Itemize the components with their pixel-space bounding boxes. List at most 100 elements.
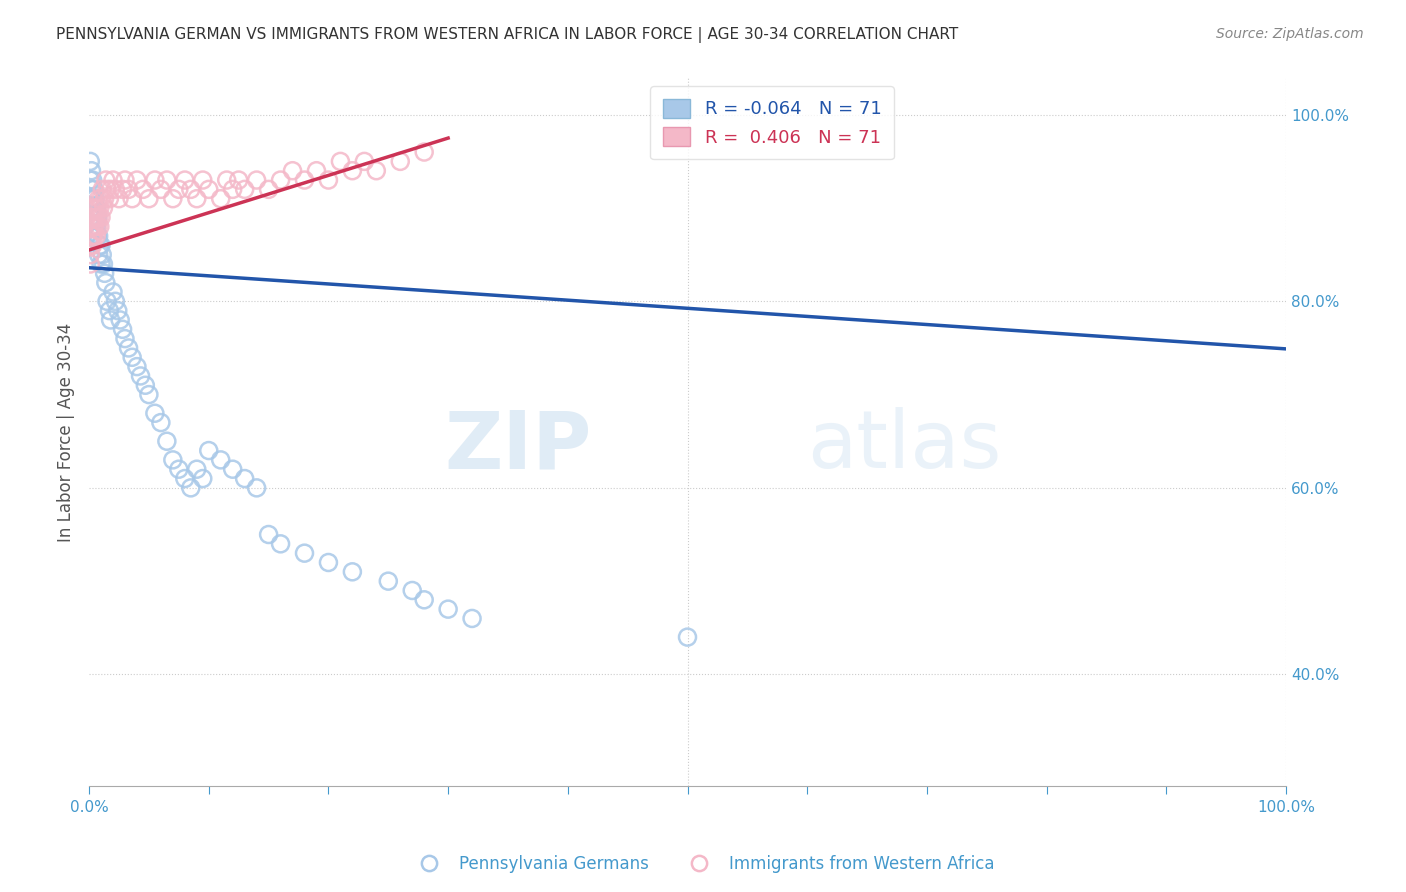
Point bbox=[80, 229, 103, 244]
Point bbox=[79, 238, 101, 252]
Point bbox=[156, 173, 179, 187]
Point bbox=[83, 229, 105, 244]
Point bbox=[125, 173, 148, 187]
Point bbox=[114, 173, 136, 187]
Point bbox=[437, 602, 460, 616]
Point bbox=[121, 351, 143, 365]
Text: Source: ZipAtlas.com: Source: ZipAtlas.com bbox=[1216, 27, 1364, 41]
Point bbox=[121, 192, 143, 206]
Point bbox=[86, 211, 108, 225]
Point bbox=[100, 313, 122, 327]
Point bbox=[377, 574, 399, 589]
Point bbox=[167, 182, 190, 196]
Point bbox=[167, 462, 190, 476]
Point bbox=[84, 192, 107, 206]
Point bbox=[246, 481, 269, 495]
Point bbox=[173, 173, 195, 187]
Point bbox=[138, 192, 160, 206]
Legend: R = -0.064   N = 71, R =  0.406   N = 71: R = -0.064 N = 71, R = 0.406 N = 71 bbox=[651, 87, 894, 160]
Point bbox=[80, 238, 103, 252]
Point bbox=[389, 154, 412, 169]
Point bbox=[138, 387, 160, 401]
Point bbox=[82, 173, 104, 187]
Point bbox=[222, 462, 245, 476]
Point bbox=[79, 211, 101, 225]
Point bbox=[100, 182, 122, 196]
Point bbox=[94, 276, 117, 290]
Point bbox=[257, 182, 280, 196]
Point bbox=[191, 173, 214, 187]
Point bbox=[80, 182, 103, 196]
Point bbox=[91, 248, 114, 262]
Point bbox=[82, 238, 104, 252]
Point bbox=[329, 154, 352, 169]
Point bbox=[143, 173, 166, 187]
Point bbox=[80, 211, 103, 225]
Point bbox=[180, 481, 202, 495]
Point bbox=[132, 182, 155, 196]
Point bbox=[82, 229, 104, 244]
Point bbox=[84, 201, 107, 215]
Point bbox=[318, 173, 340, 187]
Point bbox=[79, 257, 101, 271]
Point bbox=[93, 201, 115, 215]
Point bbox=[676, 630, 699, 644]
Point bbox=[90, 192, 112, 206]
Point bbox=[156, 434, 179, 449]
Point bbox=[413, 145, 436, 159]
Point bbox=[84, 201, 107, 215]
Point bbox=[197, 182, 219, 196]
Point bbox=[89, 201, 111, 215]
Point bbox=[294, 173, 316, 187]
Point bbox=[342, 163, 364, 178]
Y-axis label: In Labor Force | Age 30-34: In Labor Force | Age 30-34 bbox=[58, 322, 75, 541]
Point bbox=[129, 368, 152, 383]
Point bbox=[104, 294, 127, 309]
Point bbox=[90, 238, 112, 252]
Point bbox=[173, 471, 195, 485]
Point bbox=[149, 182, 172, 196]
Point bbox=[79, 173, 101, 187]
Point bbox=[191, 471, 214, 485]
Point bbox=[93, 192, 115, 206]
Point bbox=[79, 192, 101, 206]
Point bbox=[80, 163, 103, 178]
Point bbox=[180, 182, 202, 196]
Text: PENNSYLVANIA GERMAN VS IMMIGRANTS FROM WESTERN AFRICA IN LABOR FORCE | AGE 30-34: PENNSYLVANIA GERMAN VS IMMIGRANTS FROM W… bbox=[56, 27, 959, 43]
Point bbox=[186, 192, 208, 206]
Point bbox=[83, 201, 105, 215]
Point bbox=[82, 211, 104, 225]
Point bbox=[83, 219, 105, 234]
Point bbox=[89, 219, 111, 234]
Point bbox=[209, 192, 232, 206]
Point bbox=[353, 154, 375, 169]
Point bbox=[86, 219, 108, 234]
Point bbox=[104, 182, 127, 196]
Point bbox=[342, 565, 364, 579]
Point bbox=[209, 453, 232, 467]
Point bbox=[96, 182, 118, 196]
Point bbox=[215, 173, 238, 187]
Point bbox=[108, 192, 131, 206]
Point bbox=[257, 527, 280, 541]
Point bbox=[93, 266, 115, 280]
Point bbox=[98, 192, 121, 206]
Point bbox=[86, 229, 108, 244]
Point bbox=[83, 182, 105, 196]
Point bbox=[93, 257, 115, 271]
Point bbox=[83, 219, 105, 234]
Point bbox=[222, 182, 245, 196]
Point bbox=[270, 537, 292, 551]
Point bbox=[79, 154, 101, 169]
Point bbox=[270, 173, 292, 187]
Point bbox=[84, 229, 107, 244]
Point bbox=[401, 583, 423, 598]
Point bbox=[80, 201, 103, 215]
Point bbox=[80, 219, 103, 234]
Point bbox=[114, 332, 136, 346]
Point bbox=[87, 211, 110, 225]
Point bbox=[197, 443, 219, 458]
Point bbox=[83, 211, 105, 225]
Point bbox=[87, 229, 110, 244]
Point bbox=[186, 462, 208, 476]
